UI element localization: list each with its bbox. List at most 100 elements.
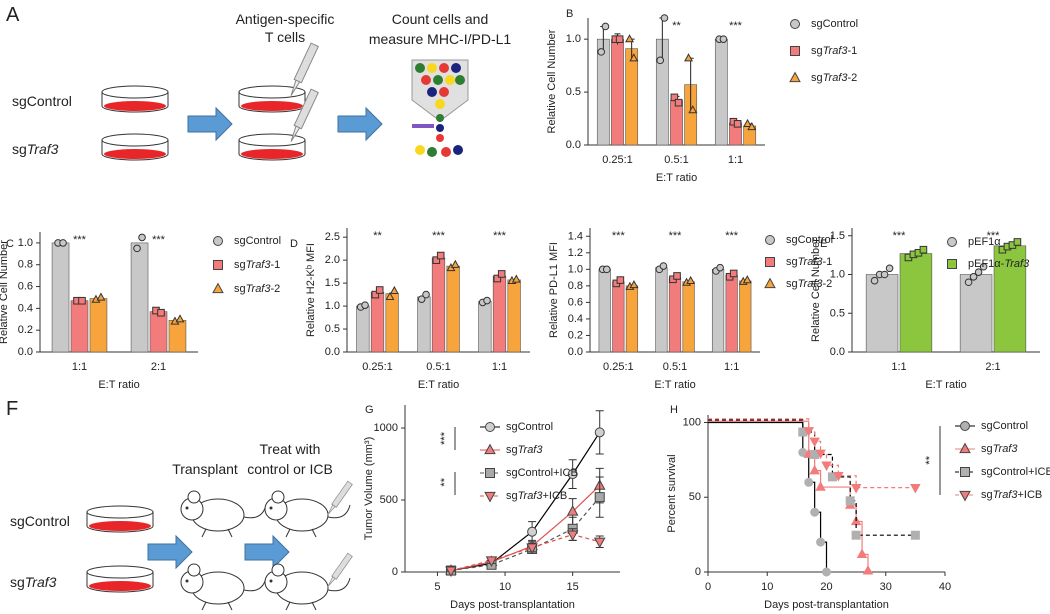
marker xyxy=(389,285,399,295)
x-axis-label: E:T ratio xyxy=(656,172,697,184)
marker xyxy=(485,556,498,567)
y-tick-label: 0.0 xyxy=(566,139,581,151)
text-span: 0.4 xyxy=(18,302,33,314)
legend-label: pEF1α-Traf3 xyxy=(968,258,1030,270)
bar xyxy=(370,291,385,353)
y-axis-label: Relative Cell Number xyxy=(546,29,558,133)
text-span: *** xyxy=(152,234,166,246)
marker xyxy=(597,48,606,56)
y-tick-label: 2.5 xyxy=(325,231,340,243)
cell xyxy=(453,145,463,155)
marker xyxy=(764,277,776,289)
marker xyxy=(919,245,928,254)
marker xyxy=(959,442,971,454)
x-tick-label: 1:1 xyxy=(72,361,87,373)
significance: *** xyxy=(432,230,446,242)
marker xyxy=(686,275,696,285)
text-span: Traf3 xyxy=(1004,258,1030,270)
bar xyxy=(725,274,738,353)
marker xyxy=(445,566,457,577)
text-span: sgControl xyxy=(786,234,833,246)
cell xyxy=(427,63,437,73)
marker xyxy=(629,53,639,62)
marker xyxy=(175,314,185,323)
text-span: D xyxy=(290,238,298,250)
text-span: sg xyxy=(981,443,993,455)
text-span: *** xyxy=(669,230,683,242)
marker xyxy=(910,483,921,494)
x-tick-label: 0.5:1 xyxy=(663,361,687,373)
cell xyxy=(415,63,425,73)
cell xyxy=(451,63,461,73)
y-tick-label: 0.0 xyxy=(830,346,845,358)
marker xyxy=(809,437,820,448)
text-span: G xyxy=(365,404,374,416)
marker xyxy=(974,268,983,276)
text-span: sg xyxy=(811,72,823,84)
text-span: Transplant xyxy=(172,461,238,477)
text-span: Traf3 xyxy=(27,141,59,157)
text-span: Relative H2-Kᵇ MFI xyxy=(305,243,317,337)
legend-label: sgTraf3-1 xyxy=(234,259,280,271)
text-span: 1:1 xyxy=(728,154,743,166)
text-span: sgControl xyxy=(981,420,1028,432)
cell xyxy=(421,75,431,85)
text-span: 40 xyxy=(939,581,951,593)
text-span: sgControl xyxy=(10,513,70,529)
marker xyxy=(629,280,639,289)
text-span: sg xyxy=(12,141,27,157)
marker xyxy=(850,483,862,494)
legend-label: sgControl+ICB xyxy=(981,466,1050,478)
y-tick-label: 0.4 xyxy=(568,313,583,325)
text-span: 500 xyxy=(380,494,398,506)
text-span: 0.0 xyxy=(830,346,845,358)
y-tick-label: 1.0 xyxy=(568,263,583,275)
x-tick-label: 0.25:1 xyxy=(602,154,633,166)
panel-letter: B xyxy=(566,8,573,20)
x-tick-label: 2:1 xyxy=(985,361,1000,373)
text-span: Relative PD-L1 MFI xyxy=(548,242,560,338)
text-span: 1.0 xyxy=(566,33,581,45)
marker xyxy=(815,449,826,460)
panel-letter: E xyxy=(820,238,827,250)
x-axis-label: E:T ratio xyxy=(654,379,695,391)
x-tick-label: 0.5:1 xyxy=(664,154,688,166)
x-tick-label: 2:1 xyxy=(151,361,166,373)
legend-label: sgTraf3-1 xyxy=(811,45,857,57)
group-label: sgControl xyxy=(12,93,72,109)
y-tick-label: 500 xyxy=(380,494,398,506)
text-span: sg xyxy=(981,489,993,501)
y-tick-label: 0.0 xyxy=(18,346,33,358)
marker xyxy=(815,481,826,491)
text-span: sg xyxy=(811,45,823,57)
text-span: 0.6 xyxy=(568,296,583,308)
legend-label: sgTraf3-2 xyxy=(234,283,280,295)
marker xyxy=(601,22,610,31)
panel-letter: A xyxy=(6,4,20,26)
text-span: Traf3 xyxy=(993,443,1019,455)
text-span: Traf3 xyxy=(246,283,272,295)
text-span: 20 xyxy=(820,581,832,593)
marker xyxy=(947,259,957,269)
cell xyxy=(441,147,451,157)
text-span: 1:1 xyxy=(891,361,906,373)
marker xyxy=(729,269,738,278)
text-span: 15 xyxy=(567,581,579,593)
legend-label: sgTraf3-2 xyxy=(811,72,857,84)
text-span: 0.2 xyxy=(568,329,583,341)
marker xyxy=(511,274,521,283)
y-tick-label: 0.8 xyxy=(18,259,33,271)
y-tick-label: 2.0 xyxy=(325,254,340,266)
text-span: 0.4 xyxy=(568,313,583,325)
y-axis-label: Relative PD-L1 MFI xyxy=(548,242,560,338)
significance: *** xyxy=(893,230,907,242)
text-span: sg xyxy=(10,574,25,590)
bar xyxy=(431,257,446,353)
x-tick-label: 30 xyxy=(880,581,892,593)
bar xyxy=(993,245,1027,353)
text-span: Traf3 xyxy=(518,444,544,456)
bar xyxy=(149,311,168,353)
text-span: 0.0 xyxy=(566,139,581,151)
step-label: Count cells and xyxy=(392,11,489,27)
laser xyxy=(412,124,434,128)
